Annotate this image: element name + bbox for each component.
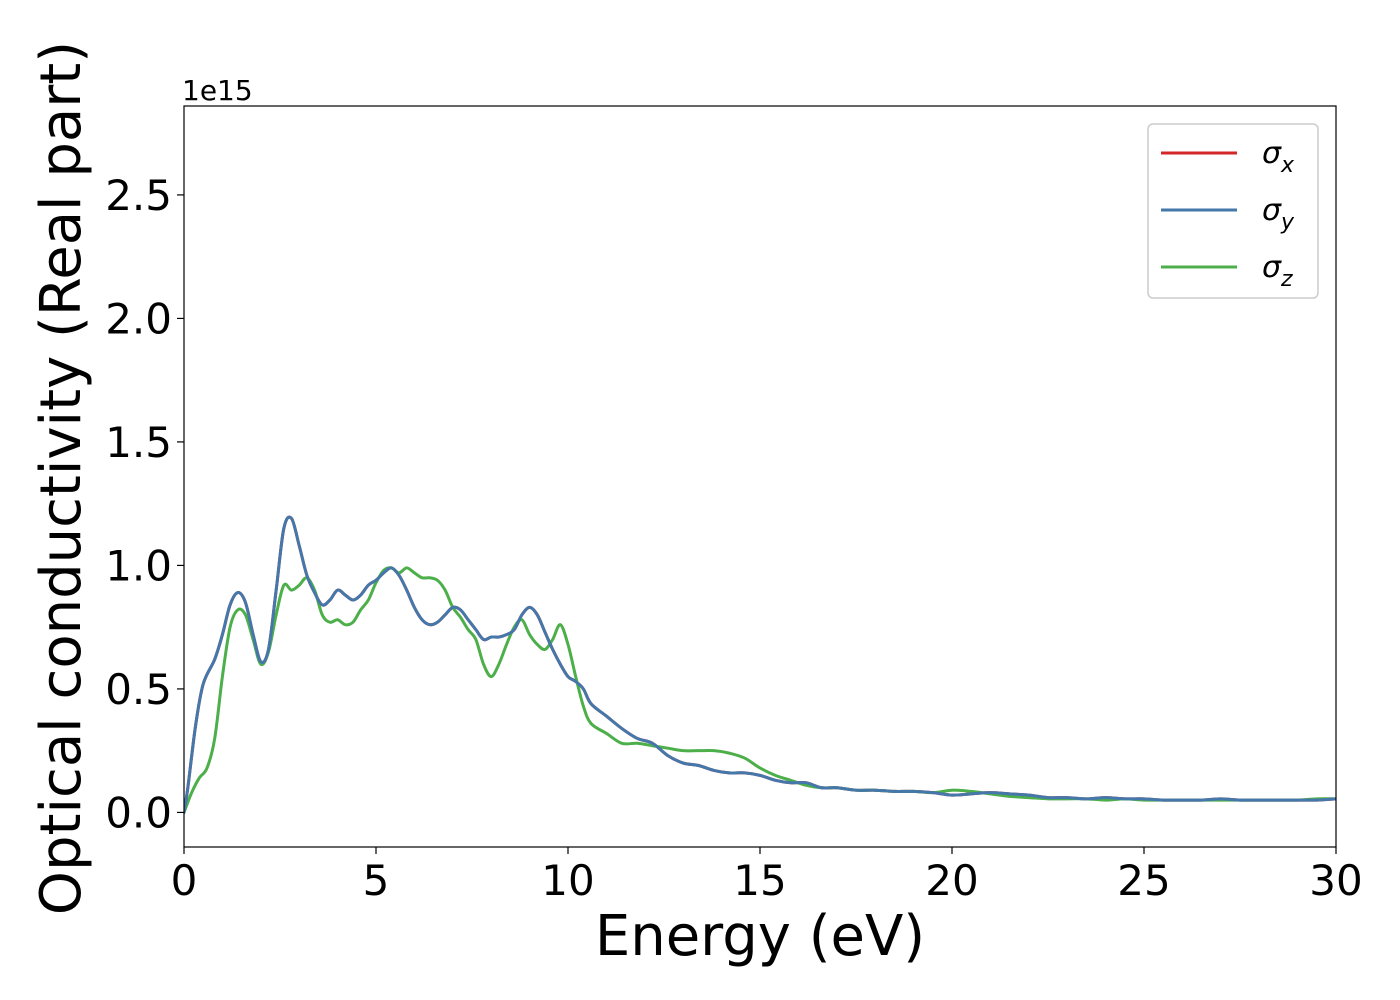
- y-axis: 0.0 0.5 1.0 1.5 2.0 2.5: [105, 171, 184, 837]
- legend-label-x: σx: [1262, 136, 1295, 178]
- y-tick-label: 1.0: [105, 541, 172, 590]
- series-line-y: [184, 515, 1336, 814]
- y-tick-label: 0.5: [105, 665, 172, 714]
- x-tick-label: 20: [925, 856, 978, 905]
- plot-background: [184, 106, 1336, 847]
- x-tick-label: 30: [1309, 856, 1362, 905]
- series-layer: [184, 515, 1336, 814]
- legend-label-z: σz: [1262, 250, 1293, 292]
- y-tick-label: 2.5: [105, 171, 172, 220]
- x-tick-label: 15: [733, 856, 786, 905]
- legend: σx σy σz: [1147, 123, 1319, 299]
- x-tick-label: 0: [171, 856, 198, 905]
- y-offset-label: 1e15: [182, 74, 253, 107]
- y-tick-label: 1.5: [105, 418, 172, 467]
- legend-label-y: σy: [1262, 193, 1295, 235]
- x-tick-label: 10: [541, 856, 594, 905]
- y-tick-label: 2.0: [105, 294, 172, 343]
- x-tick-label: 5: [363, 856, 390, 905]
- y-axis-label: Optical conductivity (Real part): [29, 41, 94, 915]
- x-axis-label: Energy (eV): [595, 904, 925, 969]
- x-axis: 0 5 10 15 20 25 30: [171, 847, 1363, 905]
- x-tick-label: 25: [1117, 856, 1170, 905]
- y-tick-label: 0.0: [105, 788, 172, 837]
